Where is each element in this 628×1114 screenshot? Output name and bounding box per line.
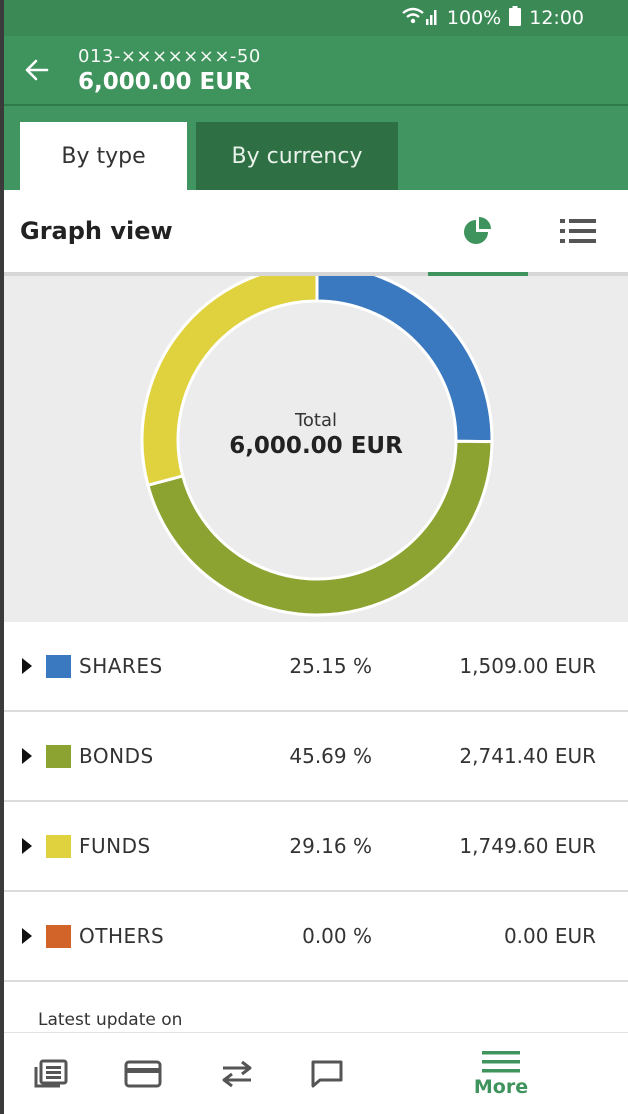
status-bar: 100% 12:00	[4, 0, 628, 36]
tab-by-currency[interactable]: By currency	[196, 122, 398, 190]
row-amount: 1,749.60 EUR	[459, 834, 596, 858]
expand-triangle-icon[interactable]	[22, 838, 32, 854]
expand-triangle-icon[interactable]	[22, 658, 32, 674]
card-icon[interactable]	[118, 1033, 168, 1114]
bonds-color-swatch	[46, 744, 71, 768]
bottom-navigation: More	[4, 1032, 628, 1114]
tab-bar: By type By currency	[4, 106, 628, 190]
clock: 12:00	[529, 7, 584, 29]
expand-triangle-icon[interactable]	[22, 748, 32, 764]
tab-by-type[interactable]: By type	[20, 122, 187, 190]
row-name: OTHERS	[79, 924, 165, 948]
app-bar: 013-×××××××-50 6,000.00 EUR	[4, 36, 628, 106]
breakdown-row-shares[interactable]: SHARES 25.15 % 1,509.00 EUR	[4, 622, 628, 712]
row-name: FUNDS	[79, 834, 151, 858]
news-icon[interactable]	[28, 1033, 74, 1114]
more-menu-button[interactable]: More	[456, 1033, 546, 1114]
row-name: BONDS	[79, 744, 154, 768]
donut-total-value: 6,000.00 EUR	[229, 433, 403, 459]
back-arrow-icon[interactable]	[22, 56, 50, 84]
row-percent: 29.16 %	[289, 834, 372, 858]
more-label: More	[473, 1076, 529, 1098]
latest-update-text: Latest update on	[38, 1010, 183, 1030]
app-screen: 100% 12:00 013-×××××××-50 6,000.00 EUR B…	[4, 0, 628, 1114]
breakdown-row-others[interactable]: OTHERS 0.00 % 0.00 EUR	[4, 892, 628, 982]
donut-center: Total 6,000.00 EUR	[4, 410, 628, 459]
funds-color-swatch	[46, 834, 71, 858]
row-amount: 1,509.00 EUR	[459, 654, 596, 678]
row-percent: 0.00 %	[302, 924, 372, 948]
shares-color-swatch	[46, 654, 71, 678]
expand-triangle-icon[interactable]	[22, 928, 32, 944]
row-percent: 45.69 %	[289, 744, 372, 768]
others-color-swatch	[46, 924, 71, 948]
battery-icon	[509, 5, 522, 31]
message-icon[interactable]	[304, 1033, 350, 1114]
chart-area: Total 6,000.00 EUR	[4, 263, 628, 622]
wifi-signal-icon	[401, 6, 439, 30]
breakdown-row-funds[interactable]: FUNDS 29.16 % 1,749.60 EUR	[4, 802, 628, 892]
breakdown-row-bonds[interactable]: BONDS 45.69 % 2,741.40 EUR	[4, 712, 628, 802]
graph-view-title: Graph view	[20, 217, 173, 245]
breakdown-list: SHARES 25.15 % 1,509.00 EUR BONDS 45.69 …	[4, 622, 628, 982]
row-amount: 2,741.40 EUR	[459, 744, 596, 768]
row-amount: 0.00 EUR	[503, 924, 596, 948]
transfer-icon[interactable]	[212, 1033, 262, 1114]
menu-icon	[482, 1051, 520, 1073]
pie-chart-icon[interactable]	[428, 190, 528, 276]
account-header: 013-×××××××-50 6,000.00 EUR	[78, 46, 261, 95]
list-icon[interactable]	[558, 190, 598, 272]
account-number: 013-×××××××-50	[78, 45, 261, 67]
donut-total-label: Total	[294, 410, 338, 431]
donut-chart	[140, 263, 494, 617]
graph-view-header: Graph view	[4, 190, 628, 276]
account-balance: 6,000.00 EUR	[78, 68, 252, 95]
row-name: SHARES	[79, 654, 163, 678]
row-percent: 25.15 %	[289, 654, 372, 678]
donut-slice-bonds	[146, 439, 494, 617]
battery-percent: 100%	[446, 7, 502, 29]
